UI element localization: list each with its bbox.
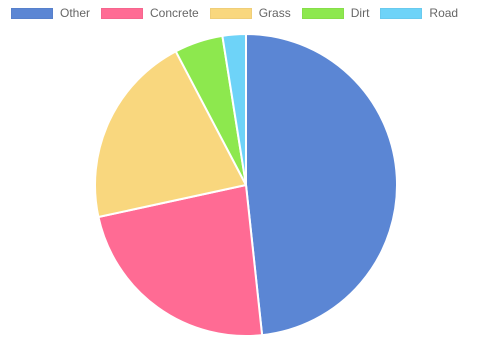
legend-swatch [301,7,344,19]
legend-item-concrete[interactable]: Concrete [101,6,199,20]
pie-slice-road[interactable] [221,33,247,186]
legend-label: Dirt [350,6,370,20]
legend-item-grass[interactable]: Grass [209,6,291,20]
legend-label: Other [60,6,91,20]
legend-item-road[interactable]: Road [380,6,458,20]
pie-slice-other[interactable] [245,33,398,337]
legend-swatch [101,7,144,19]
legend-label: Grass [258,6,291,20]
legend-label: Concrete [150,6,199,20]
legend-swatch [380,7,423,19]
pie-slice-concrete[interactable] [97,184,264,337]
legend-item-dirt[interactable]: Dirt [301,6,370,20]
legend: Other Concrete Grass Dirt Road [11,5,483,21]
legend-item-other[interactable]: Other [11,6,90,20]
legend-swatch [11,7,53,19]
pie-slice-grass[interactable] [94,50,247,219]
legend-label: Road [429,6,459,20]
legend-swatch [209,7,252,19]
